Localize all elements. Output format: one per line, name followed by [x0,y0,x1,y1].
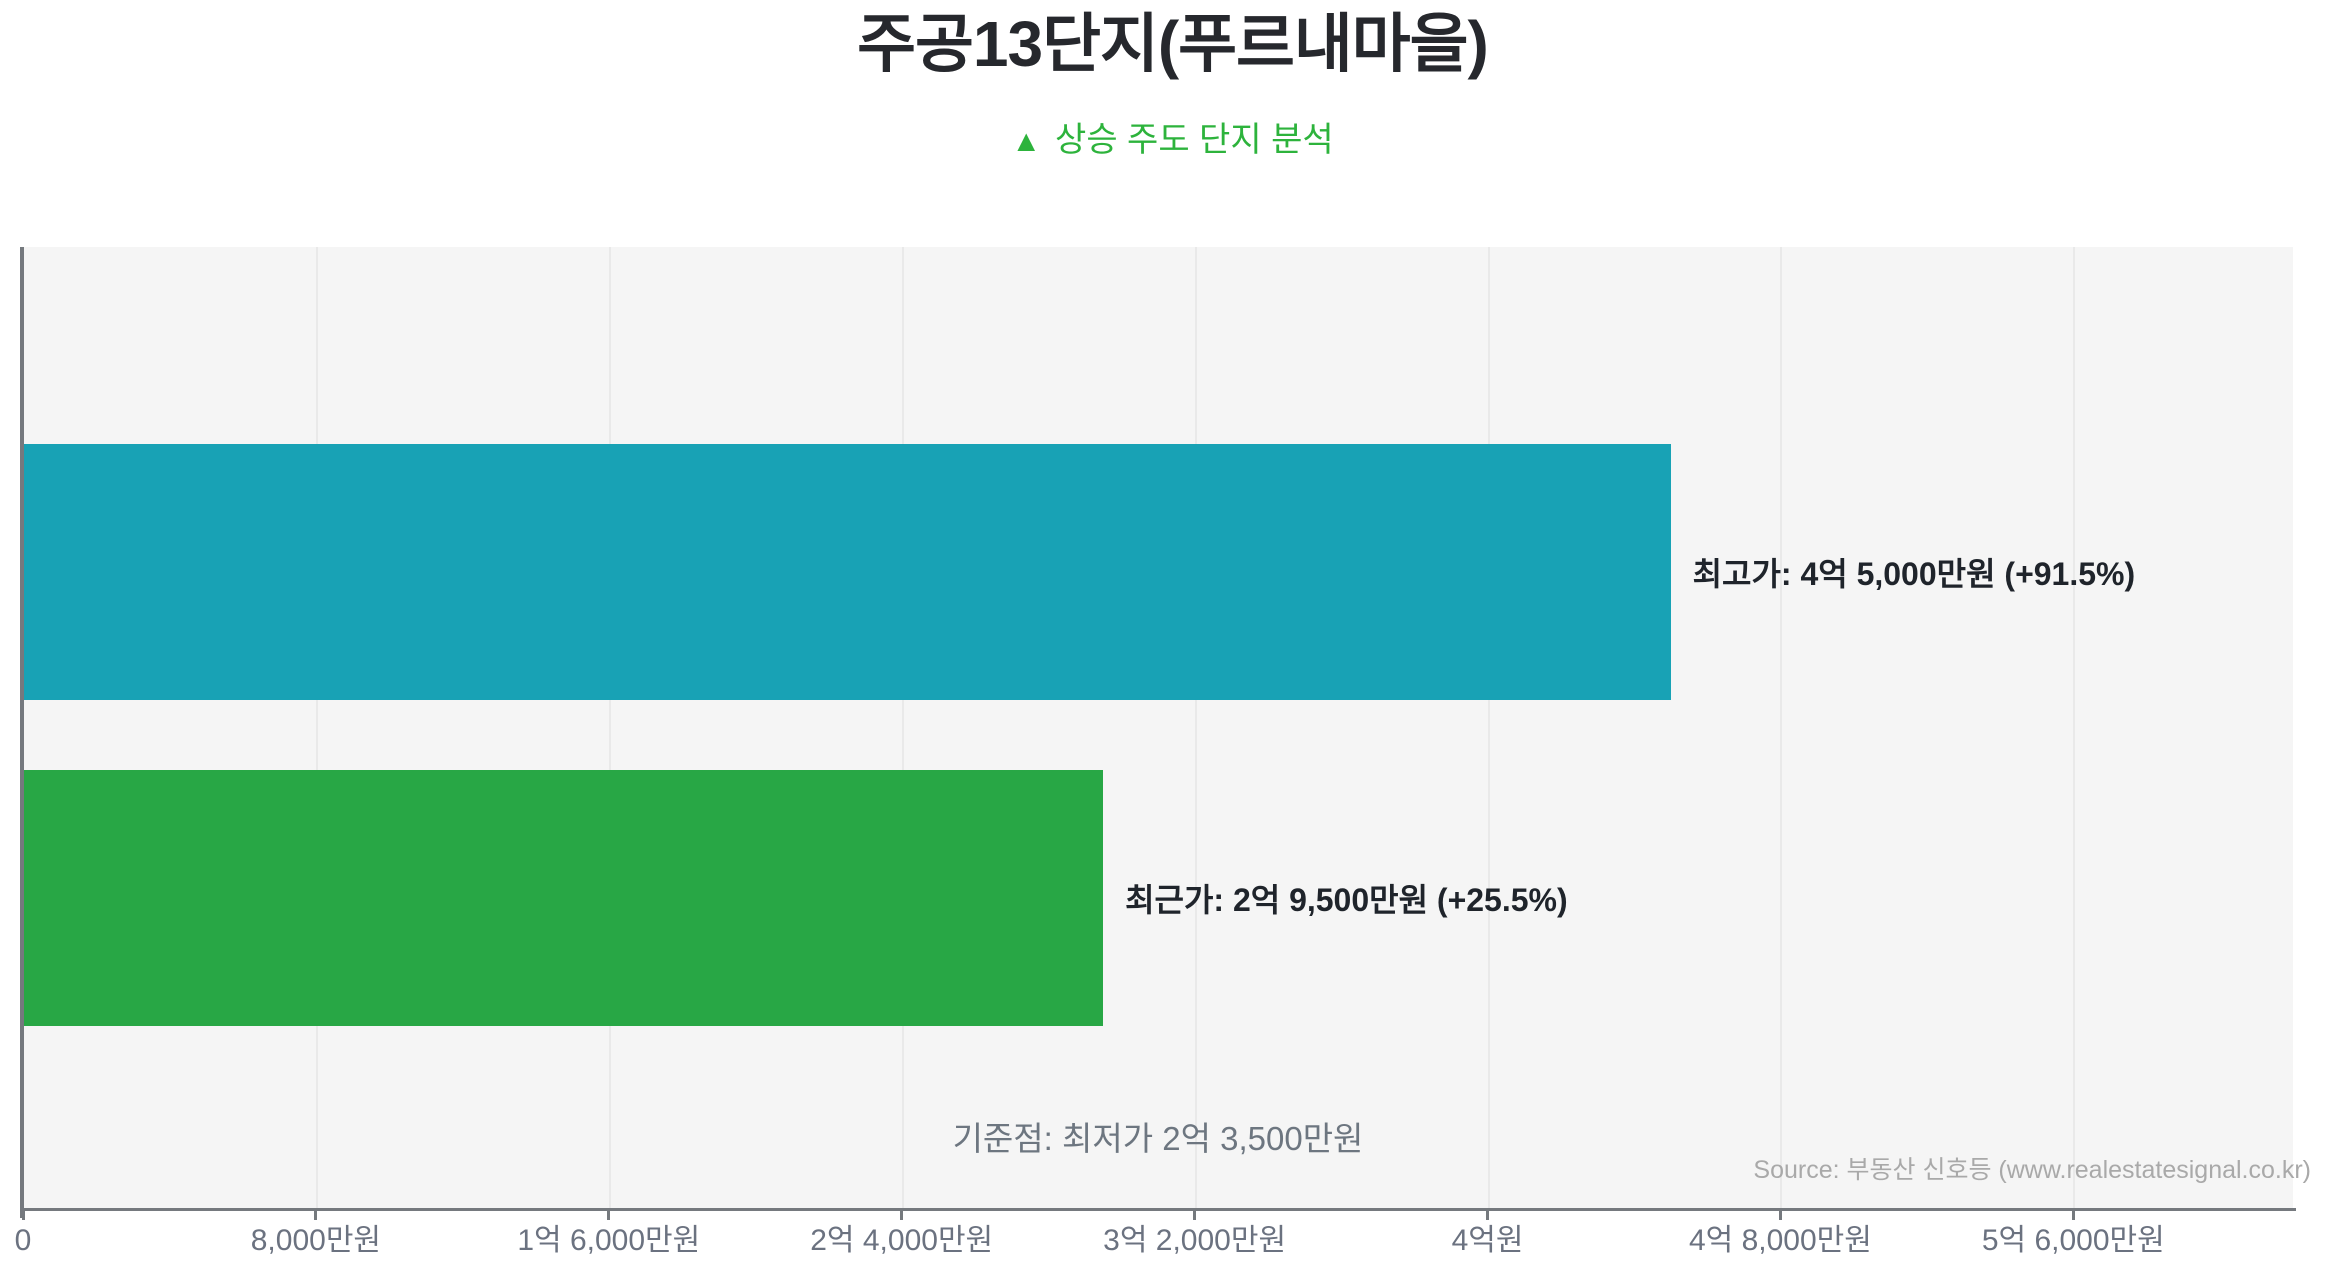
chart-title: 주공13단지(푸르내마을) [857,8,1489,80]
chart-subtitle-text: 상승 주도 단지 분석 [1055,121,1334,159]
gridline [901,247,904,1208]
gridline [1487,247,1490,1208]
x-axis-tick-label: 3억 2,000만원 [1103,1224,1287,1257]
x-axis-tick-label: 8,000만원 [250,1224,382,1257]
gridline [608,247,611,1208]
x-axis-tick [2071,1209,2075,1220]
baseline-note: 기준점: 최저가 2억 3,500만원 [952,1120,1364,1157]
gridline [315,247,318,1208]
gridline [2073,247,2076,1208]
source-credit: Source: 부동산 신호등 (www.realestatesignal.co… [1753,1156,2311,1184]
x-axis-tick-label: 4억원 [1451,1224,1524,1257]
x-axis-tick [1486,1209,1490,1220]
chart-subtitle: ▲ 상승 주도 단지 분석 [0,116,2345,166]
x-axis-tick-label: 5억 6,000만원 [1981,1224,2165,1257]
x-axis-tick [1778,1209,1782,1220]
bar-label-recent-price: 최근가: 2억 9,500만원 (+25.5%) [1125,882,1568,918]
plot-area: 기준점: 최저가 2억 3,500만원 최고가: 4억 5,000만원 (+91… [23,247,2293,1208]
bar-recent-price [23,770,1104,1026]
x-axis-line [20,1208,2296,1211]
y-axis-line [20,247,24,1218]
x-axis-tick-label: 1억 6,000만원 [517,1224,701,1257]
x-axis-tick-label: 0 [14,1224,32,1257]
x-axis-tick [314,1209,318,1220]
gridline [1780,247,1783,1208]
x-axis-tick [900,1209,904,1220]
x-axis-tick-label: 4억 8,000만원 [1688,1224,1872,1257]
x-axis-tick-label: 2억 4,000만원 [810,1224,994,1257]
x-axis-tick [607,1209,611,1220]
x-axis-tick [1193,1209,1197,1220]
bar-highest-price [23,444,1671,700]
gridline [1194,247,1197,1208]
up-triangle-icon: ▲ [1011,125,1042,158]
bar-label-highest-price: 최고가: 4억 5,000만원 (+91.5%) [1692,556,2136,592]
x-axis-tick [21,1209,25,1220]
